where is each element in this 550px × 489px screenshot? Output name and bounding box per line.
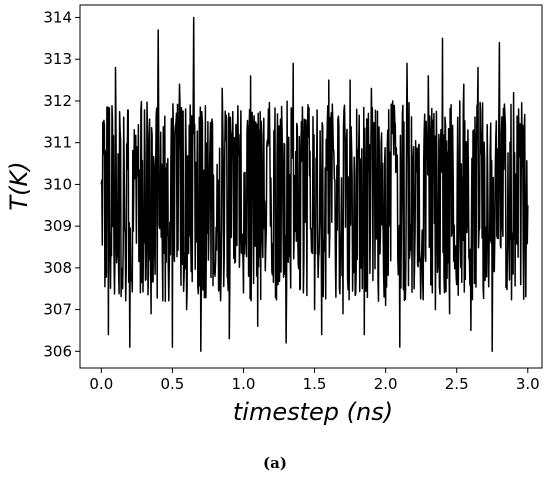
x-tick-label: 1.5 (303, 375, 327, 393)
y-tick-label: 314 (43, 9, 72, 27)
x-tick-label: 1.0 (232, 375, 256, 393)
temperature-series-line (100, 16, 529, 353)
x-axis-label: timestep (ns) (233, 398, 393, 426)
y-tick-label: 308 (43, 259, 72, 277)
x-tick-label: 2.0 (374, 375, 398, 393)
x-tick-label: 0.5 (160, 375, 184, 393)
y-axis: 306 307 308 309 310 311 312 313 314 (43, 9, 80, 360)
x-tick-label: 3.0 (516, 375, 540, 393)
figure-caption: (a) (263, 454, 287, 472)
y-tick-label: 313 (43, 50, 72, 68)
y-axis-label: T(K) (5, 161, 33, 210)
y-tick-label: 311 (43, 134, 72, 152)
x-axis: 0.0 0.5 1.0 1.5 2.0 2.5 3.0 (89, 368, 540, 393)
y-tick-label: 307 (43, 301, 72, 319)
y-tick-label: 306 (43, 342, 72, 360)
y-tick-label: 310 (43, 175, 72, 193)
plot-frame (79, 4, 543, 369)
x-tick-label: 0.0 (89, 375, 113, 393)
y-tick-label: 309 (43, 217, 72, 235)
x-tick-label: 2.5 (445, 375, 469, 393)
y-tick-label: 312 (43, 92, 72, 110)
plot-area (79, 4, 543, 369)
